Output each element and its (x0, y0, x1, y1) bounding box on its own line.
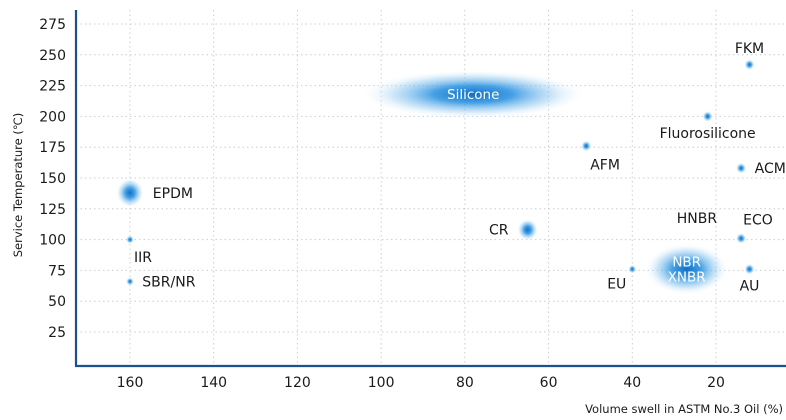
point-label: Silicone (447, 87, 499, 103)
y-tick-label: 175 (39, 140, 66, 156)
data-point (644, 243, 729, 296)
tick-labels: 160 140 120 100 80 60 40 20 25 50 75 100 125 150 175 20… (39, 17, 725, 391)
grid (76, 10, 786, 366)
point-label: CR (489, 223, 509, 239)
point-label: IIR (134, 250, 152, 266)
point-label: ACM (755, 161, 786, 177)
point-label: NBR XNBR (668, 255, 706, 286)
x-tick-label: 20 (707, 375, 725, 391)
x-tick-label: 160 (117, 375, 144, 391)
point-label: AFM (590, 158, 620, 174)
x-axis-title: Volume swell in ASTM No.3 Oil (%) (585, 402, 783, 416)
x-tick-label: 120 (284, 375, 311, 391)
x-tick-label: 100 (368, 375, 395, 391)
y-tick-label: 150 (39, 171, 66, 187)
y-tick-label: 200 (39, 109, 66, 125)
x-tick-label: 40 (623, 375, 641, 391)
data-point (115, 178, 145, 208)
data-point (744, 59, 755, 71)
y-tick-label: 250 (39, 48, 66, 64)
data-points (115, 59, 755, 296)
data-point (735, 232, 747, 244)
point-label: HNBR (677, 211, 718, 227)
point-label: ECO (743, 212, 773, 228)
x-tick-label: 80 (456, 375, 474, 391)
data-point (702, 110, 713, 122)
x-tick-label: 60 (540, 375, 558, 391)
y-tick-label: 75 (48, 263, 66, 279)
y-tick-label: 275 (39, 17, 66, 33)
data-point (735, 162, 747, 174)
point-label: EU (607, 276, 626, 292)
point-label: FKM (735, 41, 764, 57)
point-label: Fluorosilicone (660, 126, 756, 142)
data-point (125, 235, 135, 244)
data-point (517, 218, 539, 241)
y-tick-label: 100 (39, 233, 66, 249)
y-tick-label: 50 (48, 294, 66, 310)
y-tick-label: 225 (39, 79, 66, 95)
data-point (580, 140, 592, 152)
x-tick-label: 140 (200, 375, 227, 391)
data-point (360, 69, 587, 119)
data-point (125, 277, 135, 286)
point-label: SBR/NR (142, 274, 195, 290)
data-point (744, 263, 755, 275)
point-labels: FKM Silicone Fluorosilicone AFM ACM EPDM CR HNB… (134, 41, 786, 295)
point-label: AU (740, 279, 760, 295)
data-point (628, 264, 637, 274)
y-tick-label: 25 (48, 325, 66, 341)
axes (74, 10, 786, 368)
y-tick-label: 125 (39, 202, 66, 218)
y-axis-title: Service Temperature (℃) (11, 113, 25, 258)
point-label: EPDM (153, 186, 193, 202)
